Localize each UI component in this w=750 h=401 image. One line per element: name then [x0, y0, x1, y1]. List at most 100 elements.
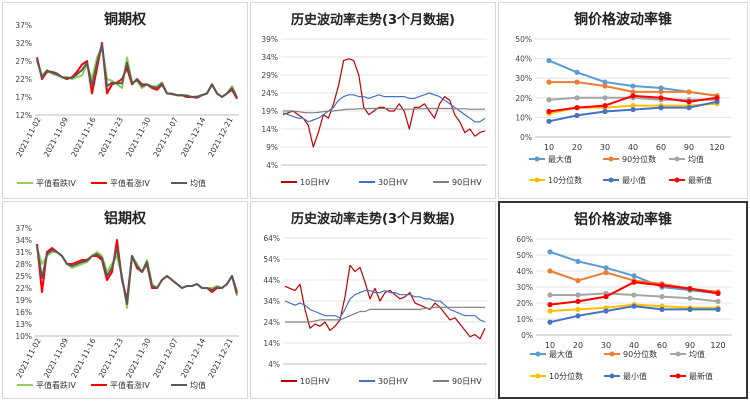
y-tick-label: 14%	[261, 125, 278, 134]
legend-label: 10分位数	[548, 175, 582, 185]
y-tick-label: 20%	[516, 299, 533, 308]
legend-marker	[674, 177, 680, 183]
data-point	[546, 118, 552, 124]
data-point	[602, 103, 608, 109]
data-point	[546, 79, 552, 85]
data-point	[575, 258, 581, 264]
y-tick-label: 40%	[516, 267, 533, 276]
legend-label: 最新值	[688, 175, 712, 185]
series-line	[36, 239, 238, 301]
data-point	[546, 108, 552, 115]
data-point	[575, 292, 581, 298]
data-point	[686, 89, 692, 95]
y-tick-label: 4%	[268, 360, 280, 369]
legend-label: 最新值	[689, 371, 713, 381]
x-tick-label: 10	[545, 341, 555, 350]
legend-label: 均值	[190, 178, 206, 188]
legend-marker	[608, 177, 614, 183]
data-point	[630, 83, 636, 89]
data-point	[715, 306, 721, 312]
y-tick-label: 12%	[15, 111, 32, 120]
aluminum-hv-panel: 历史波动率走势(3个月数据) 4% 14% 24% 34% 44% 54% 64% 10日HV…	[250, 201, 496, 399]
aluminum-vol-cone-panel: 铝价格波动率锥 0% 10% 20% 30% 40% 50% 60% 10 20 30 40 60 90…	[498, 201, 748, 399]
x-tick-label: 60	[656, 143, 666, 152]
y-tick-label: 17%	[15, 93, 32, 102]
data-point	[686, 99, 692, 105]
data-point	[547, 319, 553, 325]
legend-label: 平值看涨IV	[110, 178, 150, 188]
x-tick-label: 90	[685, 341, 695, 350]
y-tick-label: 31%	[15, 248, 32, 257]
y-tick-label: 60%	[516, 235, 533, 244]
y-tick-label: 0%	[521, 331, 533, 340]
y-tick-label: 9%	[266, 143, 278, 152]
x-tick-label: 60	[657, 341, 667, 350]
data-point	[574, 95, 580, 101]
data-point	[715, 290, 721, 296]
data-point	[659, 306, 665, 312]
data-point	[547, 302, 553, 308]
legend-label: 均值	[190, 380, 206, 390]
y-tick-label: 37%	[15, 224, 32, 233]
y-tick-label: 10%	[515, 113, 532, 122]
data-point	[631, 273, 637, 279]
legend-label: 10分位数	[549, 371, 583, 381]
y-tick-label: 24%	[263, 318, 280, 327]
legend-marker	[609, 351, 615, 357]
copper-vol-cone-chart: 0% 10% 20% 30% 40% 50% 10 20 30 40 60 90 120 最大值 90分位数…	[515, 35, 731, 185]
data-point	[547, 292, 553, 298]
data-point	[575, 306, 581, 312]
legend-label: 30日HV	[378, 377, 408, 386]
series-line	[282, 92, 486, 123]
y-tick-label: 27%	[15, 57, 32, 66]
legend-label: 最大值	[548, 154, 572, 164]
data-point	[603, 270, 609, 276]
legend-marker	[675, 373, 681, 379]
series-line	[36, 43, 238, 99]
series-line	[36, 42, 238, 100]
y-tick-label: 50%	[516, 251, 533, 260]
y-tick-label: 22%	[15, 75, 32, 84]
y-tick-label: 22%	[15, 284, 32, 293]
x-tick-label: 20	[572, 143, 582, 152]
data-point	[687, 306, 693, 312]
data-point	[631, 292, 637, 298]
legend-label: 10日HV	[300, 178, 330, 187]
data-point	[714, 95, 720, 101]
legend-marker	[535, 351, 541, 357]
data-point	[631, 303, 637, 309]
y-tick-label: 24%	[261, 89, 278, 98]
x-tick-label: 30	[601, 341, 611, 350]
x-tick-label: 2021-12-07	[151, 116, 180, 159]
data-point	[547, 249, 553, 255]
x-tick-label: 120	[709, 143, 724, 152]
aluminum-option-iv-panel: 铝期权 10% 13% 16% 19% 22% 25% 28% 31% 34% 37% 2021-1…	[2, 201, 248, 399]
chart-title: 铝期权	[104, 211, 146, 227]
series-line	[282, 58, 486, 148]
legend-label: 最大值	[549, 349, 573, 359]
data-point	[630, 106, 636, 113]
y-tick-label: 64%	[263, 234, 280, 243]
data-point	[658, 89, 664, 95]
legend-marker	[674, 156, 680, 162]
legend-label: 90分位数	[622, 154, 656, 164]
legend-marker	[675, 351, 681, 357]
data-point	[575, 278, 581, 284]
x-tick-label: 2021-11-02	[14, 116, 43, 159]
series-line	[283, 107, 485, 114]
y-tick-label: 19%	[15, 296, 32, 305]
chart-title: 铜价格波动率锥	[574, 12, 672, 28]
y-tick-label: 25%	[15, 272, 32, 281]
data-point	[547, 308, 553, 314]
x-tick-label: 30	[600, 143, 610, 152]
y-tick-label: 37%	[15, 21, 32, 30]
aluminum-vol-cone-chart: 0% 10% 20% 30% 40% 50% 60% 10 20 30 40 60 90 120 最大值 90…	[516, 235, 732, 381]
data-point	[546, 57, 552, 64]
data-point	[602, 79, 608, 85]
series-line	[36, 245, 238, 305]
data-point	[630, 89, 636, 95]
legend-marker	[534, 177, 540, 183]
data-point	[687, 286, 693, 292]
copper-option-iv-panel: 铜期权 12% 17% 22% 27% 32% 37% 2021-11-02 2021-11-…	[2, 2, 248, 199]
y-tick-label: 16%	[15, 308, 32, 317]
